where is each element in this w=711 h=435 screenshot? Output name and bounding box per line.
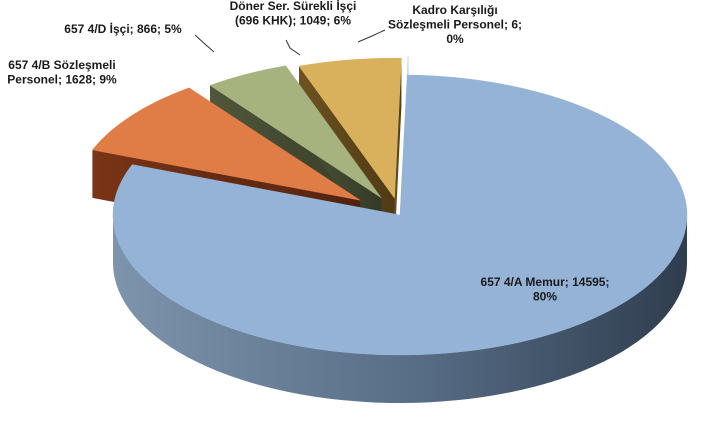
- slice-memur-top: [112, 74, 688, 356]
- slice-4d-isci-top: [209, 65, 382, 198]
- slice-memur-outer-wall: [113, 215, 687, 403]
- leader-line: [357, 29, 386, 43]
- data-label-kadro-karsiligi: Kadro Karşılığı Sözleşmeli Personel; 6; 0%: [388, 3, 522, 46]
- slice-doner-sermaye-side-wall: [394, 58, 402, 247]
- slice-memur: [112, 74, 688, 403]
- data-label-4b-sozlesmeli: 657 4/B Sözleşmeli Personel; 1628; 9%: [7, 58, 117, 87]
- data-label-4d-isci: 657 4/D İşçi; 866; 5%: [64, 21, 182, 36]
- data-label-memur: 657 4/A Memur; 14595; 80%: [481, 275, 610, 304]
- leader-line: [194, 34, 215, 53]
- slice-doner-sermaye-top: [298, 57, 402, 199]
- data-label-doner-sermaye: Döner Ser. Sürekli İşçi (696 KHK); 1049; …: [230, 0, 357, 28]
- leader-line: [285, 39, 301, 56]
- slice-4b-sozlesmeli-top: [91, 87, 361, 201]
